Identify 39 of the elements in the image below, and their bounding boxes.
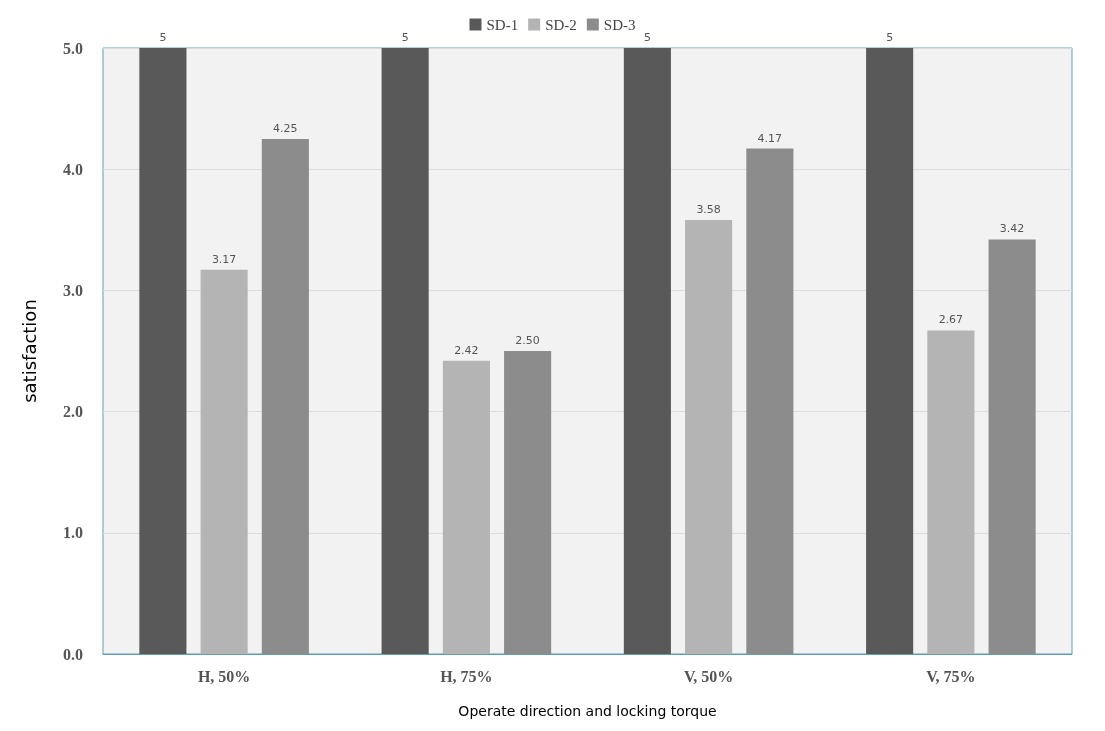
data-label: 2.50 (515, 334, 540, 347)
y-tick-label: 4.0 (63, 160, 83, 178)
x-tick-label: H, 50% (197, 667, 251, 685)
data-label: 4.17 (757, 131, 783, 145)
data-label: 5 (886, 31, 894, 44)
data-label: 3.42 (999, 222, 1025, 236)
y-tick-label: 1.0 (63, 524, 83, 542)
data-label: 5 (401, 31, 409, 44)
bar (504, 351, 552, 654)
data-label: 2.42 (454, 343, 479, 357)
bar (623, 48, 671, 654)
y-axis-title: satisfaction (18, 299, 40, 403)
data-label: 5 (159, 31, 167, 44)
bar (261, 138, 309, 654)
data-label: 3.17 (211, 252, 237, 266)
bar (685, 220, 733, 654)
bar (927, 330, 975, 654)
data-label: 4.25 (273, 121, 298, 135)
bar (139, 48, 187, 654)
x-tick-label: V, 75% (926, 667, 976, 685)
y-tick-label: 5.0 (63, 39, 83, 57)
legend-label: SD-2 (545, 16, 577, 33)
y-tick-label: 2.0 (63, 403, 83, 421)
y-tick-label: 3.0 (63, 281, 83, 299)
bar (381, 48, 429, 654)
x-axis-title: Operate direction and locking torque (458, 703, 717, 719)
bar (442, 360, 490, 654)
data-label: 5 (643, 31, 651, 44)
bar (746, 148, 794, 654)
legend-label: SD-3 (603, 16, 636, 33)
bar (200, 269, 248, 654)
data-label: 2.67 (938, 313, 964, 327)
x-tick-label: V, 50% (683, 667, 734, 685)
bar (866, 48, 914, 654)
y-tick-label: 0.0 (63, 645, 83, 663)
legend-label: SD-1 (486, 16, 519, 33)
data-label: 3.58 (696, 203, 721, 217)
bar (988, 239, 1036, 654)
x-tick-label: H, 75% (440, 667, 493, 685)
